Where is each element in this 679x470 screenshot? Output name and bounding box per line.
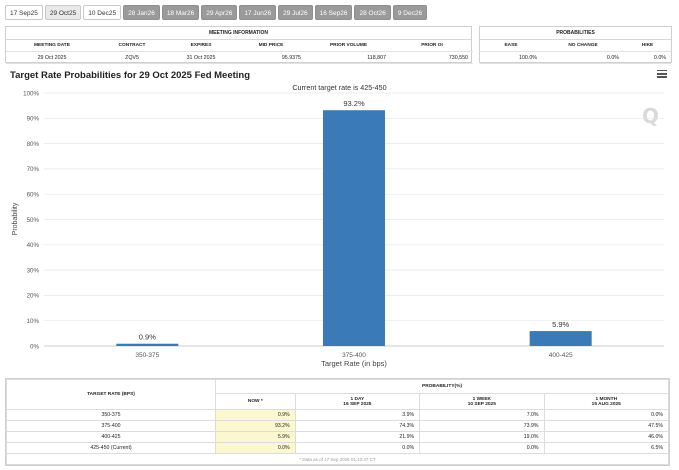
data-timestamp-footnote: * Data as of 17 Sep 2025 01:10:47 CT — [6, 453, 669, 465]
now-cell: 0.9% — [214, 409, 296, 421]
y-tick-label: 40% — [27, 242, 40, 249]
meeting-information-panel: MEETING INFORMATION MEETING DATE CONTRAC… — [5, 26, 473, 64]
y-axis-label: Probability — [12, 202, 19, 235]
header-1-day: 1 DAY 16 SEP 2025 — [294, 393, 421, 410]
month-cell: 6.5% — [543, 442, 670, 454]
week-cell: 7.0% — [419, 409, 545, 421]
x-axis-label: Target Rate (in bps) — [321, 359, 387, 368]
header-1-month: 1 MONTH 15 AUG 2025 — [543, 393, 670, 410]
rate-cell: 375-400 — [6, 420, 216, 432]
data-label: 93.2% — [343, 99, 365, 108]
chart-title: Target Rate Probabilities for 29 Oct 202… — [10, 70, 251, 81]
tab-28-jan26[interactable]: 28 Jan26 — [123, 5, 160, 20]
tab-17-sep25[interactable]: 17 Sep25 — [5, 5, 43, 20]
q-logo-watermark: Q — [642, 104, 660, 128]
month-cell: 0.0% — [543, 409, 670, 421]
value-contract: ZQV5 — [98, 52, 166, 64]
header-hike: HIKE — [624, 40, 671, 52]
header-prior-oi: PRIOR OI — [391, 40, 473, 52]
y-tick-label: 50% — [27, 217, 40, 224]
probabilities-panel: PROBABILITIES EASE NO CHANGE HIKE 100.0%… — [479, 26, 672, 64]
now-cell: 5.9% — [214, 431, 296, 443]
y-tick-label: 20% — [27, 293, 40, 300]
table-row: 350-375 0.9% 3.9% 7.0% 0.0% — [6, 409, 670, 421]
header-expires: EXPIRES — [166, 40, 236, 52]
header-target-rate: TARGET RATE (BPS) — [6, 379, 216, 410]
y-tick-label: 70% — [27, 166, 40, 173]
probabilities-title: PROBABILITIES — [480, 27, 671, 40]
rate-cell: 400-425 — [6, 431, 216, 443]
day-cell: 0.0% — [294, 442, 421, 454]
y-tick-label: 80% — [27, 141, 40, 148]
table-row: 400-425 5.9% 21.9% 19.0% 46.0% — [6, 431, 670, 443]
rate-cell: 350-375 — [6, 409, 216, 421]
day-cell: 3.9% — [294, 409, 421, 421]
header-ease: EASE — [480, 40, 542, 52]
value-prior-oi: 730,550 — [391, 52, 473, 64]
y-tick-label: 90% — [27, 116, 40, 123]
value-meeting-date: 29 Oct 2025 — [6, 52, 98, 64]
header-meeting-date: MEETING DATE — [6, 40, 98, 52]
header-now: NOW * — [214, 393, 296, 410]
tab-10-dec25[interactable]: 10 Dec25 — [83, 5, 122, 20]
tab-29-oct25[interactable]: 29 Oct25 — [44, 5, 82, 20]
table-row: 425-450 (Current) 0.0% 0.0% 0.0% 6.5% — [6, 442, 670, 454]
tab-16-sep26[interactable]: 16 Sep26 — [314, 5, 353, 20]
y-tick-label: 0% — [30, 343, 39, 350]
probability-table: TARGET RATE (BPS) PROBABILITY(%) NOW * 1… — [5, 378, 670, 466]
month-cell: 46.0% — [543, 431, 670, 443]
header-1-week: 1 WEEK 10 SEP 2025 — [419, 393, 545, 410]
value-ease: 100.0% — [480, 52, 542, 64]
data-label: 5.9% — [552, 320, 569, 329]
meeting-information-title: MEETING INFORMATION — [6, 27, 471, 40]
header-no-change: NO CHANGE — [542, 40, 624, 52]
probability-bar-chart: 0% 10% 20% 30% 40% 50% 60% 70% 80% 90% 100% 350-37… — [12, 90, 664, 368]
y-tick-label: 60% — [27, 192, 40, 199]
day-cell: 74.3% — [294, 420, 421, 432]
x-tick-label: 400-425 — [549, 352, 573, 359]
week-cell: 0.0% — [419, 442, 545, 454]
header-prior-volume: PRIOR VOLUME — [306, 40, 391, 52]
now-cell: 93.2% — [214, 420, 296, 432]
y-tick-label: 10% — [27, 318, 40, 325]
value-expires: 31 Oct 2025 — [166, 52, 236, 64]
table-row: 375-400 93.2% 74.3% 73.9% 47.5% — [6, 420, 670, 432]
value-no-change: 0.0% — [542, 52, 624, 64]
header-mid-price: MID PRICE — [236, 40, 306, 52]
value-prior-volume: 118,807 — [306, 52, 391, 64]
x-tick-label: 350-375 — [135, 352, 159, 359]
tab-29-apr26[interactable]: 29 Apr26 — [201, 5, 238, 20]
header-contract: CONTRACT — [98, 40, 166, 52]
bar-400-425[interactable] — [529, 331, 592, 346]
tab-29-jul26[interactable]: 29 Jul26 — [278, 5, 313, 20]
week-cell: 73.9% — [419, 420, 545, 432]
hamburger-menu-icon[interactable] — [657, 70, 667, 78]
week-cell: 19.0% — [419, 431, 545, 443]
header-probability-group: PROBABILITY(%) — [214, 379, 670, 394]
day-cell: 21.9% — [294, 431, 421, 443]
bar-375-400[interactable] — [323, 110, 385, 346]
chart-subtitle: Current target rate is 425-450 — [292, 83, 387, 92]
value-mid-price: 95.9375 — [236, 52, 306, 64]
y-tick-label: 30% — [27, 267, 40, 274]
y-tick-label: 100% — [23, 90, 39, 97]
value-hike: 0.0% — [624, 52, 671, 64]
tab-9-dec26[interactable]: 9 Dec26 — [392, 5, 428, 20]
tab-18-mar26[interactable]: 18 Mar26 — [161, 5, 200, 20]
month-cell: 47.5% — [543, 420, 670, 432]
bar-350-375[interactable] — [116, 343, 179, 346]
rate-cell: 425-450 (Current) — [6, 442, 216, 454]
x-tick-label: 375-400 — [342, 352, 366, 359]
tab-28-oct26[interactable]: 28 Oct26 — [354, 5, 391, 20]
data-label: 0.9% — [139, 333, 156, 342]
tab-17-jun26[interactable]: 17 Jun26 — [239, 5, 277, 20]
now-cell: 0.0% — [214, 442, 296, 454]
meeting-tabs: 17 Sep25 29 Oct25 10 Dec25 28 Jan26 18 M… — [5, 5, 428, 20]
